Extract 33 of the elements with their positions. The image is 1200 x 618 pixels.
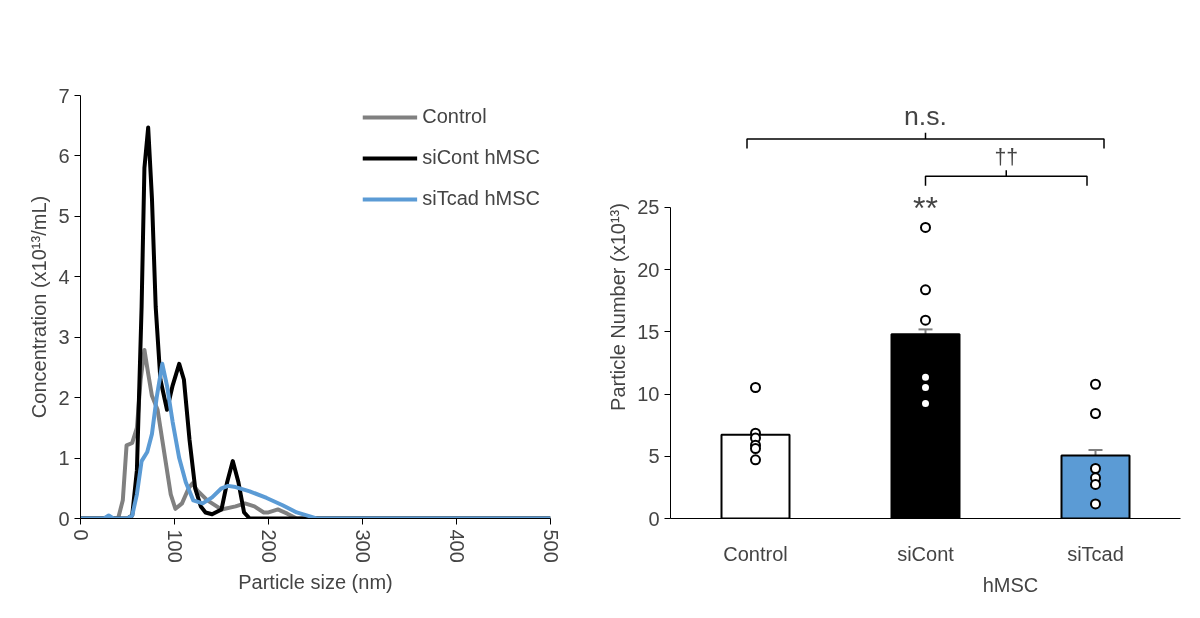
y-tick-label: 6 bbox=[58, 144, 70, 167]
x-tick-label: siCont bbox=[897, 542, 955, 565]
y-tick-label: 0 bbox=[58, 507, 70, 530]
x-tick-label: 500 bbox=[539, 529, 562, 563]
y-tick-label: 1 bbox=[58, 447, 70, 470]
y-tick-label: 5 bbox=[648, 445, 660, 468]
x-tick-label: 300 bbox=[351, 529, 374, 563]
y-tick-label: 5 bbox=[58, 205, 70, 228]
y-tick-label: 4 bbox=[58, 265, 70, 288]
x-tick-label: Control bbox=[723, 542, 788, 565]
x-tick-label: 400 bbox=[445, 529, 468, 563]
x-tick-label: 0 bbox=[69, 529, 92, 541]
y-tick-label: 15 bbox=[637, 320, 660, 343]
y-tick-label: 2 bbox=[58, 386, 70, 409]
x-axis-title: Particle size (nm) bbox=[238, 570, 393, 593]
y-tick-label: 10 bbox=[637, 383, 660, 406]
legend-label: Control bbox=[422, 105, 487, 128]
text: n.s. bbox=[904, 101, 947, 132]
y-axis-title: Concentration (x10¹³/mL) bbox=[28, 195, 51, 419]
legend-label: siTcad hMSC bbox=[422, 187, 540, 210]
y-tick-label: 3 bbox=[58, 326, 70, 349]
legend-label: siCont hMSC bbox=[422, 146, 540, 169]
y-tick-label: 7 bbox=[58, 84, 70, 107]
annotation: ** bbox=[913, 190, 938, 227]
x-tick-label: 200 bbox=[257, 529, 280, 563]
y-axis-title: Particle Number (x10¹³) bbox=[607, 203, 630, 411]
y-tick-label: 20 bbox=[637, 258, 660, 281]
y-tick-label: 25 bbox=[637, 196, 660, 219]
x-tick-label: 100 bbox=[163, 529, 186, 563]
text: hMSC bbox=[982, 573, 1039, 596]
x-tick-label: siTcad bbox=[1067, 542, 1124, 565]
text: †† bbox=[994, 144, 1019, 169]
y-tick-label: 0 bbox=[648, 507, 660, 530]
